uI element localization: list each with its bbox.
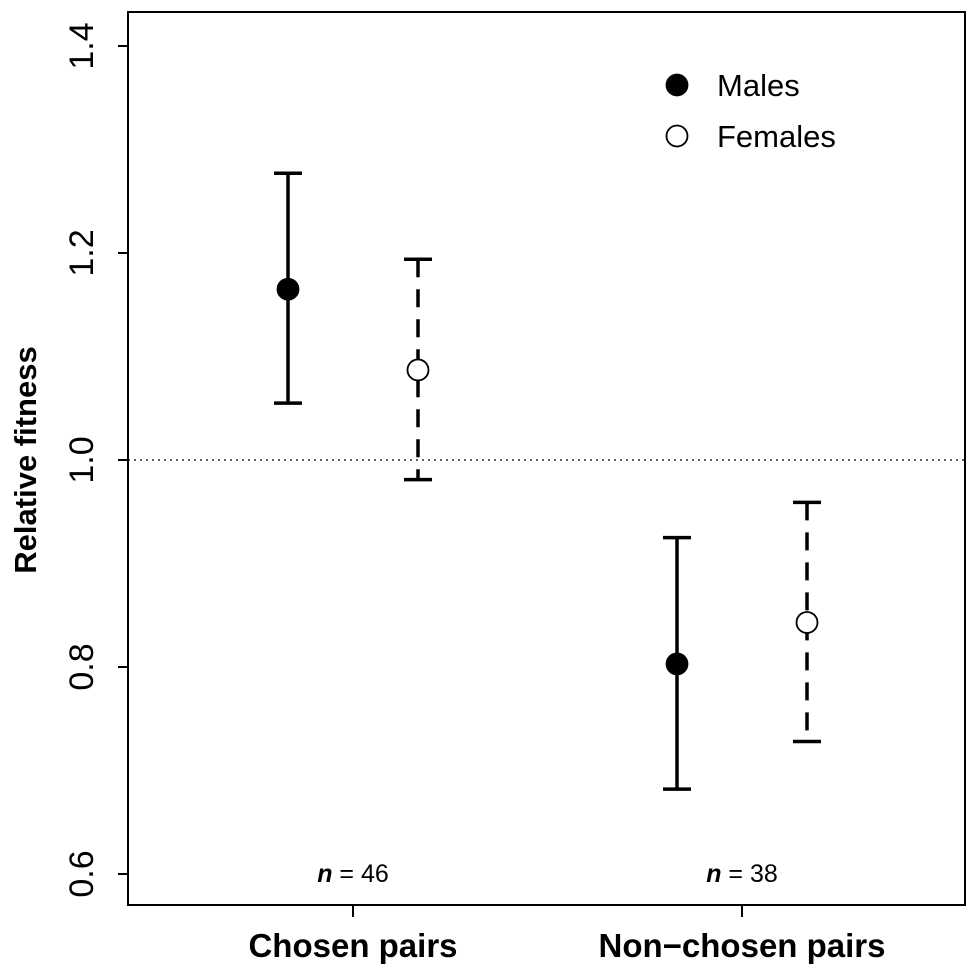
legend-label: Males — [717, 68, 800, 103]
x-tick-label: Non−chosen pairs — [599, 927, 886, 964]
data-point — [276, 277, 300, 301]
y-tick-label: 0.8 — [63, 643, 101, 690]
data-point — [406, 358, 430, 382]
data-point — [665, 652, 689, 676]
series-layer — [274, 171, 821, 791]
annotation-layer: n = 46 n = 38 — [317, 860, 778, 888]
legend-marker — [665, 73, 689, 97]
x-tick-label: Chosen pairs — [248, 927, 457, 964]
y-axis: 0.6 0.8 1.0 1.2 1.4 — [63, 22, 128, 898]
y-tick-label: 0.6 — [63, 850, 101, 897]
legend-label: Females — [717, 119, 836, 154]
y-tick-label: 1.4 — [63, 22, 101, 69]
sample-size-label: n = 46 — [317, 860, 389, 888]
legend: Males Females — [665, 68, 836, 154]
series-females — [404, 257, 821, 744]
y-tick-label: 1.0 — [63, 436, 101, 483]
plot-frame — [127, 11, 966, 906]
legend-marker — [665, 124, 689, 148]
y-tick-label: 1.2 — [63, 229, 101, 276]
x-axis: Chosen pairs Non−chosen pairs — [248, 905, 886, 964]
data-point — [795, 611, 819, 634]
series-males — [274, 171, 691, 791]
y-axis-label: Relative fitness — [8, 346, 43, 573]
sample-size-label: n = 38 — [706, 860, 778, 888]
